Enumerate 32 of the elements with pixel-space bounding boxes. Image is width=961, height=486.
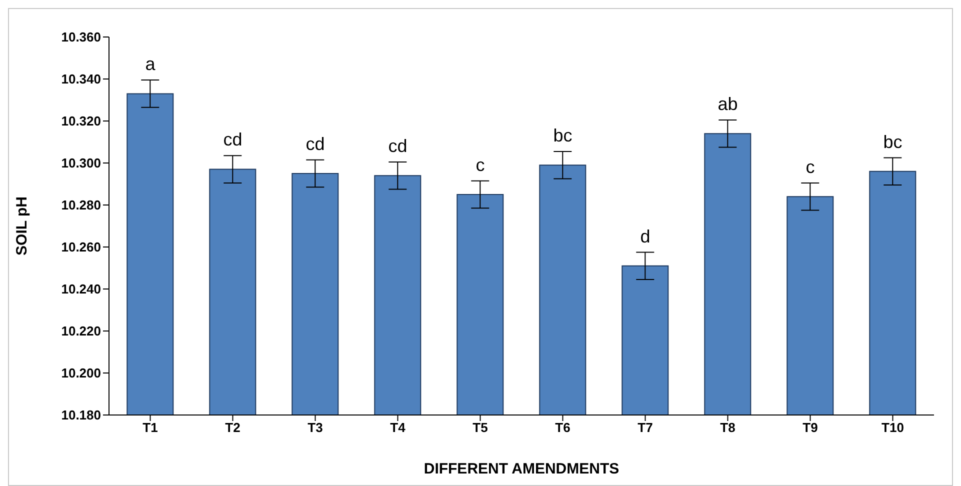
y-tick-label: 10.340 — [61, 72, 101, 87]
y-tick-label: 10.320 — [61, 114, 101, 129]
x-tick-label: T8 — [720, 420, 736, 436]
annotation: bc — [553, 125, 572, 146]
y-axis-title: SOIL pH — [13, 196, 30, 256]
x-tick-label: T2 — [225, 420, 240, 436]
y-tick-label: 10.220 — [61, 324, 101, 339]
annotation: cd — [223, 130, 242, 150]
x-axis-title: DIFFERENT AMENDMENTS — [424, 460, 620, 478]
y-tick-label: 10.200 — [61, 366, 101, 381]
x-tick-label: T4 — [390, 420, 406, 436]
y-tick-label: 10.280 — [61, 198, 101, 213]
x-tick-label: T1 — [142, 420, 158, 436]
x-tick-label: T10 — [882, 420, 904, 436]
annotation: a — [145, 54, 156, 74]
y-tick-label: 10.300 — [61, 156, 101, 171]
y-tick-label: 10.240 — [61, 282, 101, 297]
y-tick-label: 10.360 — [61, 30, 101, 45]
annotation: d — [640, 226, 650, 246]
annotation: bc — [883, 132, 902, 152]
annotation: c — [806, 156, 815, 177]
annotation: cd — [388, 136, 408, 156]
y-tick-label: 10.260 — [61, 240, 101, 255]
y-tick-label: 10.180 — [61, 408, 101, 423]
x-tick-label: T6 — [555, 420, 570, 436]
x-tick-label: T9 — [802, 420, 818, 436]
annotation: ab — [718, 94, 738, 114]
annotation: c — [476, 154, 485, 175]
x-tick-label: T7 — [638, 420, 653, 436]
x-tick-label: T5 — [472, 420, 488, 436]
x-tick-label: T3 — [308, 420, 323, 436]
annotation: cd — [306, 134, 325, 154]
